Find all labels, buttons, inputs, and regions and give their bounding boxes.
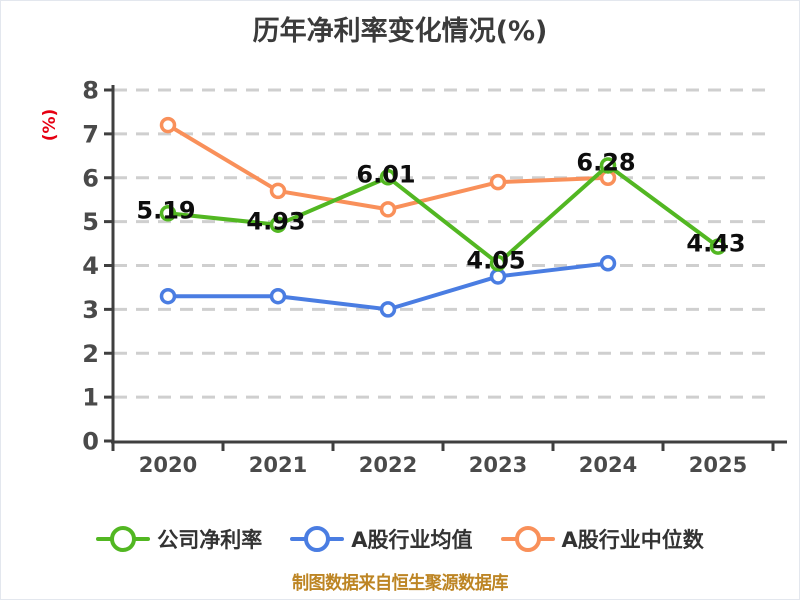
svg-text:4: 4 [82,252,99,280]
legend-line-marker-orange-icon [500,526,555,552]
legend-item-a-share-industry-median[interactable]: A股行业中位数 [500,524,704,554]
chart-title: 历年净利率变化情况(%) [252,16,548,47]
svg-text:4.93: 4.93 [246,208,305,236]
svg-text:1: 1 [82,384,99,412]
svg-text:6.01: 6.01 [356,160,415,188]
legend-line-marker-blue-icon [290,526,345,552]
svg-text:6: 6 [82,164,99,192]
svg-text:2020: 2020 [139,453,197,477]
svg-text:3: 3 [82,296,99,324]
svg-text:2025: 2025 [689,453,747,477]
svg-text:2: 2 [82,340,99,368]
svg-text:5.19: 5.19 [136,196,195,224]
svg-text:0: 0 [82,428,99,456]
svg-text:4.05: 4.05 [466,246,525,274]
svg-text:2024: 2024 [579,453,637,477]
chart-legend: 公司净利率 A股行业均值 A股行业中位数 [1,520,799,558]
svg-text:2023: 2023 [469,453,527,477]
legend-line-marker-green-icon [96,526,151,552]
svg-text:4.43: 4.43 [686,230,745,258]
legend-item-a-share-industry-mean[interactable]: A股行业均值 [290,524,473,554]
legend-label: A股行业中位数 [561,528,704,552]
svg-text:6.28: 6.28 [576,148,635,176]
legend-label: 公司净利率 [157,528,263,552]
legend-label: A股行业均值 [351,528,473,552]
svg-text:8: 8 [82,77,99,105]
svg-text:2022: 2022 [359,453,417,477]
svg-text:2021: 2021 [249,453,307,477]
svg-text:5: 5 [82,208,99,236]
svg-text:7: 7 [82,120,99,148]
data-source-note: 制图数据来自恒生聚源数据库 [291,573,509,594]
legend-item-company-net-margin[interactable]: 公司净利率 [96,524,262,554]
